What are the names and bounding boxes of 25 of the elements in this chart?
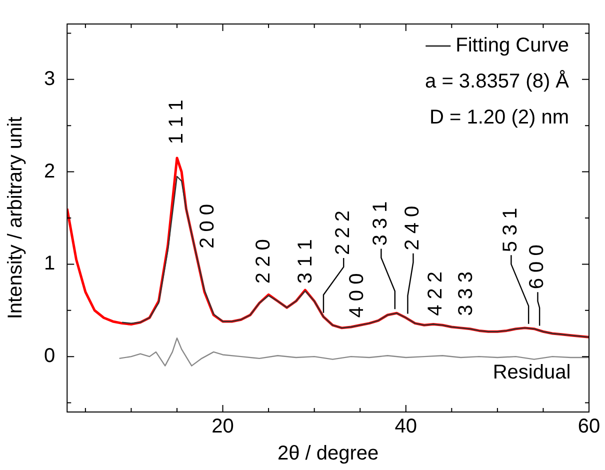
annotation: 2 4 0: [402, 206, 424, 250]
annotation: 2 2 2: [332, 210, 354, 255]
annotation: 3 1 1: [294, 239, 317, 284]
x-tick-label: 60: [578, 416, 600, 438]
annotation: 1 1 1: [166, 100, 188, 144]
annotation: 2 0 0: [196, 204, 219, 248]
x-axis-title: 2θ / degree: [277, 442, 379, 465]
y-tick-label: 1: [44, 252, 56, 275]
x-tick-label: 40: [394, 416, 418, 438]
annotation: D = 1.20 (2) nm: [429, 106, 569, 129]
annotation: 4 2 2: [424, 271, 447, 316]
annotation: 3 3 1: [370, 201, 392, 246]
legend-label: Fitting Curve: [456, 34, 569, 57]
x-tick-label: 20: [212, 416, 234, 438]
annotation: a = 3.8357 (8) Å: [425, 70, 570, 93]
annotation: 2 2 0: [252, 239, 274, 284]
annotation: 4 0 0: [346, 273, 368, 318]
annotation: 3 3 3: [454, 271, 477, 316]
annotation: 6 0 0: [526, 244, 548, 290]
y-tick-label: 3: [44, 68, 56, 90]
y-tick-label: 0: [44, 345, 56, 368]
y-axis-title: Intensity / arbitrary unit: [4, 116, 27, 320]
annotation: 5 3 1: [500, 208, 522, 252]
annotation: Residual: [492, 362, 571, 384]
y-tick-label: 2: [44, 160, 56, 182]
